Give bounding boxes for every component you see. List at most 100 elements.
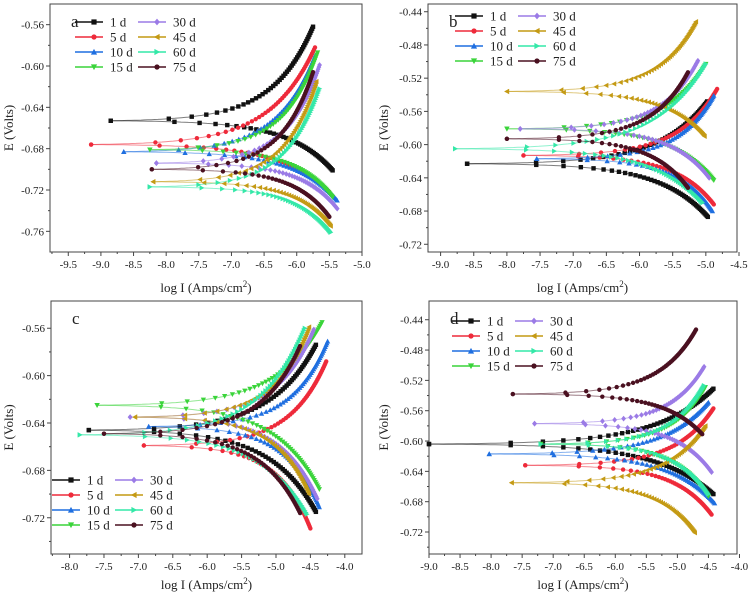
x-tick-label: -5.5	[638, 561, 656, 573]
series-45d	[508, 423, 708, 536]
y-tick-label: -0.52	[400, 375, 423, 387]
data-point	[248, 126, 253, 131]
x-tick-label: -4.0	[731, 561, 749, 573]
data-point	[271, 444, 277, 450]
data-point	[264, 428, 270, 434]
data-point	[662, 467, 668, 473]
data-point	[269, 375, 275, 381]
data-point	[314, 495, 320, 502]
x-axis-label: log I (Amps/cm2)	[160, 279, 251, 295]
data-point	[584, 389, 589, 394]
data-point	[302, 325, 308, 331]
legend-item: 1 d	[52, 473, 104, 488]
data-point	[262, 185, 268, 192]
data-point	[588, 123, 594, 129]
data-point	[214, 162, 219, 168]
legend-marker	[131, 506, 138, 514]
data-point	[297, 465, 303, 472]
data-point	[590, 132, 595, 137]
data-point	[153, 140, 158, 145]
data-point	[610, 395, 615, 400]
legend-item: 10 d	[455, 39, 513, 54]
data-point	[158, 404, 164, 410]
data-point	[184, 144, 189, 149]
data-point	[612, 148, 618, 154]
data-point	[229, 440, 235, 445]
data-point	[701, 383, 707, 389]
data-point	[250, 172, 255, 177]
data-point	[533, 160, 539, 165]
data-point	[644, 425, 649, 430]
legend: 1 d5 d10 d15 d 30 d45 d60 d75 d	[75, 15, 196, 75]
data-point	[230, 404, 236, 410]
x-tick-label: -7.5	[95, 561, 113, 573]
y-tick-label: -0.64	[21, 102, 44, 114]
data-point	[234, 181, 240, 188]
legend: 1 d5 d10 d15 d 30 d45 d60 d75 d	[452, 314, 573, 374]
data-point	[651, 166, 657, 172]
data-point	[648, 141, 653, 147]
data-point	[711, 178, 717, 183]
data-point	[661, 419, 666, 424]
x-axis-label-sup: 2	[619, 279, 624, 289]
legend-item: 75 d	[515, 359, 573, 374]
data-point	[297, 176, 302, 182]
data-point	[250, 429, 256, 435]
legend-label: 15 d	[87, 518, 110, 533]
x-tick-label: -7.0	[544, 561, 562, 573]
legend-item: 1 d	[455, 9, 507, 24]
data-point	[304, 180, 310, 186]
data-point	[241, 102, 246, 107]
y-tick-label: -0.64	[399, 173, 422, 185]
data-point	[607, 129, 612, 134]
data-point	[214, 110, 220, 115]
data-point	[658, 420, 663, 425]
data-point	[257, 153, 263, 159]
data-point	[612, 485, 618, 491]
data-point	[636, 433, 642, 440]
x-axis-label-close: )	[624, 577, 628, 592]
data-point	[649, 136, 655, 143]
legend-item: 5 d	[452, 329, 504, 344]
data-point	[641, 122, 646, 128]
legend-marker	[533, 27, 540, 35]
data-point	[256, 383, 262, 389]
data-point	[230, 411, 236, 417]
data-point	[561, 481, 567, 487]
data-point	[178, 138, 183, 143]
x-tick-label: -6.5	[576, 561, 594, 573]
data-point	[619, 431, 625, 436]
data-point	[642, 98, 648, 104]
data-point	[292, 137, 298, 143]
legend-label: 15 d	[487, 359, 510, 374]
data-point	[285, 360, 290, 366]
data-point	[600, 476, 606, 482]
data-point	[613, 432, 618, 437]
x-tick-label: -8.5	[451, 561, 469, 573]
data-point	[301, 100, 306, 107]
x-axis-label-sup: 2	[620, 576, 625, 586]
data-point	[269, 396, 274, 401]
data-point	[297, 106, 303, 113]
data-point	[652, 451, 658, 457]
data-point	[205, 161, 211, 167]
data-point	[653, 473, 658, 479]
data-point	[197, 176, 203, 183]
data-point	[268, 443, 274, 449]
data-point	[253, 132, 259, 138]
y-tick-label: -0.56	[21, 20, 44, 32]
data-point	[281, 162, 287, 168]
data-point	[311, 326, 317, 333]
data-point	[300, 469, 306, 476]
data-point	[266, 175, 271, 180]
data-point	[257, 451, 262, 456]
data-point	[225, 413, 231, 419]
data-point	[622, 150, 627, 156]
data-point	[206, 151, 212, 157]
y-tick-label: -0.72	[400, 527, 423, 539]
data-point	[630, 397, 635, 403]
data-point	[638, 161, 644, 167]
data-point	[121, 149, 127, 154]
data-point	[552, 148, 557, 154]
data-point	[641, 454, 647, 459]
